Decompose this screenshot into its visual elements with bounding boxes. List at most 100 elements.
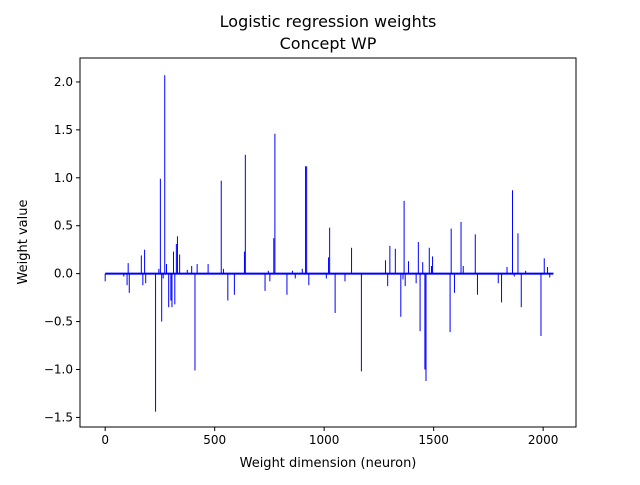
bar-88 (543, 258, 545, 274)
x-tick-label: 500 (203, 433, 226, 447)
bar-19 (173, 251, 175, 274)
bar-79 (497, 273, 499, 284)
bar-5 (140, 255, 142, 274)
bar-83 (513, 273, 515, 277)
bar-52 (351, 247, 353, 274)
bar-22 (176, 236, 178, 274)
bar-10 (158, 268, 160, 274)
bar-75 (460, 221, 462, 274)
bar-49 (329, 227, 331, 274)
bar-71 (432, 256, 434, 274)
x-tick-label: 1000 (309, 433, 340, 447)
bar-61 (404, 273, 406, 287)
bar-86 (525, 270, 527, 274)
axes-group: 0 500 1000 1500 2000 −1.5 −1.0 −0.5 0.0 0.5 1.0 1.5… (44, 57, 577, 447)
bar-67 (424, 273, 426, 370)
bar-3 (127, 263, 129, 274)
bar-18 (171, 273, 173, 308)
bar-36 (267, 270, 269, 274)
bar-39 (274, 133, 276, 274)
bar-50 (334, 273, 336, 313)
bar-40 (286, 273, 288, 295)
chart-title: Logistic regression weights (220, 12, 437, 31)
bar-30 (222, 268, 224, 274)
bar-54 (384, 260, 386, 274)
bar-60 (403, 200, 405, 274)
bar-14 (164, 75, 166, 274)
bar-38 (273, 238, 275, 274)
bar-87 (540, 273, 542, 336)
bar-59 (402, 273, 404, 280)
bar-53 (360, 273, 362, 372)
bars-group (104, 75, 554, 412)
y-tick-label: 1.5 (54, 123, 73, 137)
bar-28 (207, 264, 209, 274)
bar-25 (191, 265, 193, 274)
bar-78 (476, 273, 478, 295)
bar-82 (511, 190, 513, 274)
bar-9 (155, 273, 157, 412)
bar-48 (328, 257, 330, 274)
bar-58 (400, 273, 402, 317)
bar-6 (142, 273, 144, 286)
bar-41 (291, 270, 293, 274)
bar-77 (474, 234, 476, 274)
bar-68 (425, 273, 427, 381)
bar-11 (159, 178, 161, 274)
bar-43 (301, 268, 303, 274)
bar-20 (174, 273, 176, 305)
bar-73 (450, 228, 452, 274)
bar-26 (194, 273, 196, 371)
y-axis-label: Weight value (16, 200, 31, 285)
y-tick-label: −1.0 (44, 362, 73, 376)
bar-90 (549, 273, 551, 278)
bar-80 (501, 273, 503, 303)
bar-29 (220, 180, 222, 274)
y-tick-label: 0.5 (54, 219, 73, 233)
bar-27 (196, 264, 198, 274)
bar-62 (407, 261, 409, 274)
x-tick-label: 0 (101, 433, 109, 447)
bar-63 (415, 273, 417, 284)
bar-32 (233, 273, 235, 295)
bar-69 (428, 247, 430, 274)
y-tick-label: −1.5 (44, 410, 73, 424)
bar-35 (264, 273, 266, 291)
bar-47 (325, 273, 327, 279)
bar-64 (417, 242, 419, 274)
chart-subtitle: Concept WP (280, 34, 377, 53)
bar-1 (123, 273, 125, 277)
bar-84 (517, 233, 519, 274)
y-tick-label: 2.0 (54, 75, 73, 89)
x-tick-label: 2000 (528, 433, 559, 447)
bar-45 (306, 166, 308, 274)
bar-0 (104, 273, 106, 282)
bar-85 (520, 273, 522, 308)
bar-2 (126, 273, 128, 286)
bar-13 (162, 273, 164, 279)
plot-frame (79, 57, 577, 428)
x-axis-label: Weight dimension (neuron) (240, 456, 417, 471)
bar-12 (161, 273, 163, 322)
bar-72 (449, 273, 451, 333)
bar-74 (453, 273, 455, 293)
bar-76 (462, 265, 464, 274)
bar-89 (547, 266, 549, 274)
bar-65 (419, 273, 421, 332)
y-tick-label: 1.0 (54, 171, 73, 185)
bar-24 (186, 269, 188, 274)
bar-66 (422, 262, 424, 274)
bar-7 (144, 249, 146, 274)
bar-70 (430, 265, 432, 274)
x-tick-label: 1500 (418, 433, 449, 447)
bar-44 (305, 166, 307, 274)
bar-21 (175, 243, 177, 274)
bar-34 (244, 154, 246, 274)
bar-46 (308, 273, 310, 286)
bar-56 (389, 245, 391, 274)
bar-42 (294, 273, 296, 279)
bar-51 (344, 273, 346, 282)
